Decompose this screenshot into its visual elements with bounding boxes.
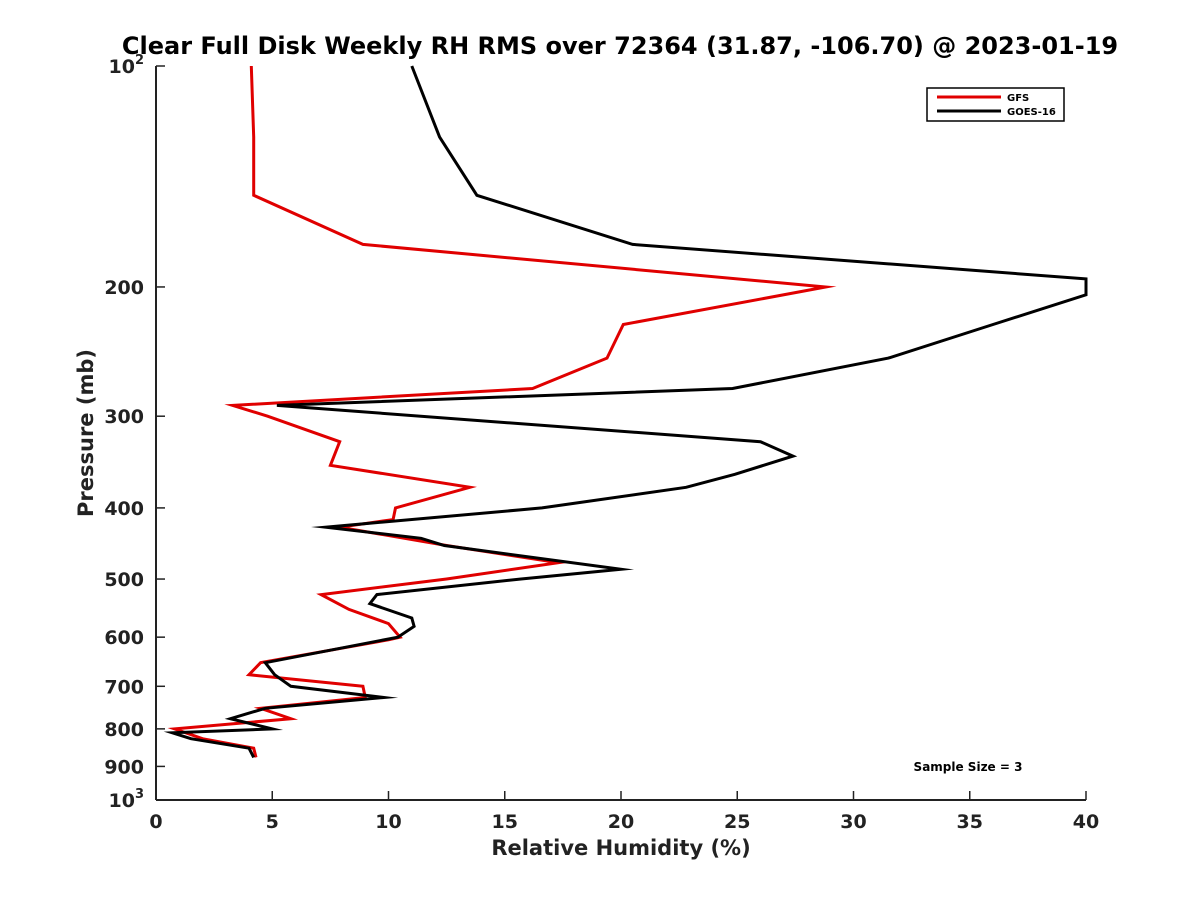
x-tick-label: 20	[608, 811, 634, 833]
y-tick-label: 600	[104, 627, 144, 649]
axes: 0 5 10 15 20 25 30 35 40 102 200 300 400 500 600 700 800…	[104, 53, 1099, 833]
x-tick-label: 40	[1073, 811, 1099, 833]
y-tick-label: 102	[109, 53, 145, 78]
x-axis-label: Relative Humidity (%)	[491, 836, 750, 860]
x-tick-label: 25	[724, 811, 750, 833]
legend-label-gfs: GFS	[1007, 93, 1029, 104]
y-tick-label: 103	[109, 787, 145, 812]
y-tick-label: 500	[104, 569, 144, 591]
y-tick-label: 700	[104, 676, 144, 698]
y-tick-label: 300	[104, 406, 144, 428]
y-tick-label: 200	[104, 277, 144, 299]
x-tick-label: 35	[957, 811, 983, 833]
y-tick-label: 400	[104, 498, 144, 520]
legend: GFS GOES-16	[926, 87, 1065, 122]
y-axis-label: Pressure (mb)	[74, 349, 98, 517]
x-tick-label: 10	[375, 811, 401, 833]
x-tick-label: 5	[266, 811, 279, 833]
series-line-goes-16	[163, 65, 1088, 759]
sample-size-annotation: Sample Size = 3	[914, 760, 1023, 774]
y-tick-label: 800	[104, 719, 144, 741]
plot-area	[163, 65, 1088, 759]
legend-box	[926, 87, 1065, 122]
y-tick-label: 900	[104, 756, 144, 778]
x-tick-label: 0	[149, 811, 162, 833]
x-tick-label: 15	[492, 811, 518, 833]
chart-title: Clear Full Disk Weekly RH RMS over 72364…	[122, 32, 1118, 60]
x-tick-label: 30	[840, 811, 866, 833]
legend-label-goes-16: GOES-16	[1007, 107, 1056, 118]
